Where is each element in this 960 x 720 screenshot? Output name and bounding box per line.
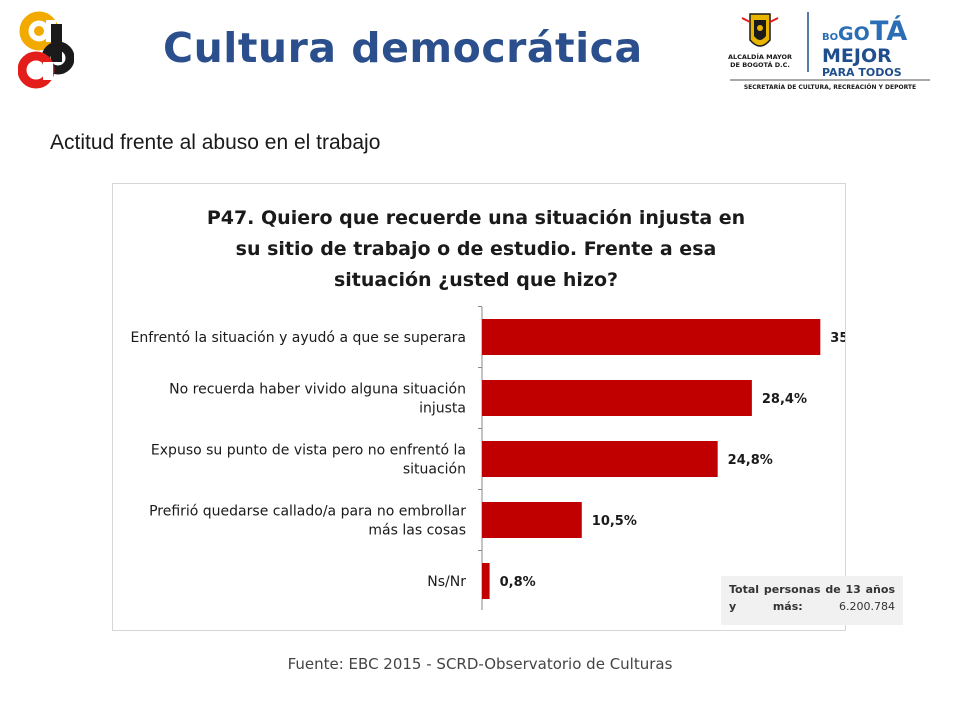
total-note-label: Total personas de 13 años y más:	[729, 583, 895, 613]
logo-icon	[18, 11, 74, 89]
chart-bar	[482, 502, 582, 538]
category-label: injusta	[419, 401, 466, 417]
bogota-para-todos: PARA TODOS	[822, 66, 902, 79]
page-title: Cultura democrática	[163, 24, 643, 72]
chart-bar	[482, 563, 490, 599]
category-label: situación	[403, 462, 466, 478]
source-note: Fuente: EBC 2015 - SCRD-Observatorio de …	[287, 655, 673, 673]
secretaria-label: SECRETARÍA DE CULTURA, RECREACIÓN Y DEPO…	[744, 83, 916, 91]
chart-bar	[482, 441, 718, 477]
total-note-value: 6.200.784	[839, 600, 895, 613]
category-label: Ns/Nr	[427, 574, 466, 590]
data-label: 35,6%	[830, 331, 845, 346]
bogota-ta: TÁ	[870, 15, 907, 47]
chart-bar	[482, 380, 752, 416]
data-label: 28,4%	[762, 392, 807, 407]
data-label: 0,8%	[500, 575, 536, 590]
alcaldia-line2: DE BOGOTÁ D.C.	[730, 60, 790, 69]
category-label: más las cosas	[368, 523, 466, 539]
data-label: 10,5%	[592, 514, 637, 529]
alcaldia-line1: ALCALDÍA MAYOR	[728, 52, 792, 61]
chart-title-line: su sitio de trabajo o de estudio. Frente…	[236, 238, 717, 260]
total-note: Total personas de 13 años y más: 6.200.7…	[721, 576, 903, 625]
category-label: No recuerda haber vivido alguna situació…	[169, 382, 466, 398]
chart-title-line: P47. Quiero que recuerde una situación i…	[207, 207, 745, 229]
chart-frame: P47. Quiero que recuerde una situación i…	[112, 183, 846, 631]
coat-of-arms-icon	[741, 13, 779, 47]
data-label: 24,8%	[728, 453, 773, 468]
bogota-prefix: BO	[822, 32, 838, 43]
bogota-go: GO	[838, 23, 870, 45]
bogota-brand-logo: ALCALDÍA MAYOR DE BOGOTÁ D.C. BO GO TÁ M…	[728, 12, 930, 91]
bogota-mejor: MEJOR	[822, 45, 892, 67]
chart-bar	[482, 319, 821, 355]
category-label: Prefirió quedarse callado/a para no embr…	[149, 504, 466, 520]
category-label: Expuso su punto de vista pero no enfrent…	[151, 443, 466, 459]
section-subtitle: Actitud frente al abuso en el trabajo	[50, 131, 381, 154]
bar-chart: P47. Quiero que recuerde una situación i…	[130, 207, 845, 610]
chart-title-line: situación ¿usted que hizo?	[334, 269, 618, 291]
category-label: Enfrentó la situación y ayudó a que se s…	[130, 330, 466, 346]
